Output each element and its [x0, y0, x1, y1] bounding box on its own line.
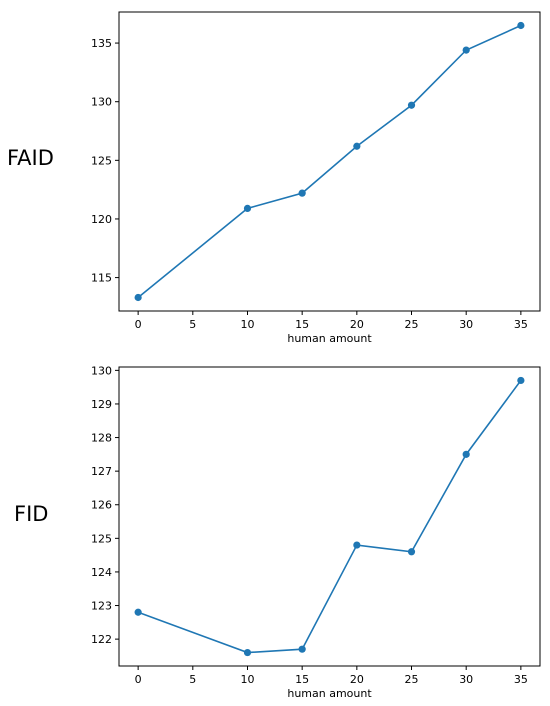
faid-chart: 0 5 10 15 20 25 30 35 115 120 125 130 135 human amoun…: [91, 11, 541, 345]
x-tick-label: 25: [405, 318, 419, 331]
plot-frame: [118, 366, 541, 667]
y-tick-label: 125: [91, 154, 112, 167]
fid-side-label: FID: [14, 502, 49, 526]
data-point: [407, 101, 416, 109]
plot-frame: [118, 11, 541, 312]
x-axis-label: human amount: [287, 687, 372, 700]
data-point: [353, 142, 361, 150]
data-point: [243, 204, 252, 213]
data-point: [134, 293, 142, 302]
y-tick-label: 125: [91, 532, 112, 545]
y-tick-label: 122: [91, 633, 112, 646]
y-tick-label: 123: [91, 600, 112, 613]
data-point: [517, 21, 525, 30]
fid-chart: 0 5 10 15 20 25 30 35 122 123 124 125 126 127 128 129 13…: [91, 364, 541, 700]
x-tick-label: 35: [514, 673, 528, 686]
x-tick-label: 0: [135, 318, 142, 331]
y-tick-label: 129: [91, 398, 112, 411]
data-point: [407, 548, 416, 556]
x-tick-label: 10: [240, 673, 254, 686]
data-point: [353, 541, 361, 549]
y-tick-label: 128: [91, 432, 112, 445]
y-tick-label: 127: [91, 465, 112, 478]
y-tick-label: 130: [91, 364, 112, 377]
data-point: [134, 608, 142, 616]
data-point: [462, 450, 470, 458]
x-tick-label: 20: [350, 318, 364, 331]
y-tick-label: 135: [91, 37, 112, 50]
data-point: [517, 376, 525, 385]
data-point: [298, 645, 306, 653]
data-point: [462, 46, 470, 54]
x-tick-label: 20: [350, 673, 364, 686]
faid-side-label: FAID: [7, 146, 54, 170]
x-tick-label: 5: [189, 318, 196, 331]
x-tick-label: 10: [240, 318, 254, 331]
y-tick-label: 124: [91, 566, 112, 579]
y-tick-label: 115: [91, 272, 112, 285]
x-axis-label: human amount: [287, 332, 372, 345]
series-line: [137, 24, 522, 299]
x-tick-label: 30: [459, 318, 473, 331]
series-line: [137, 379, 522, 654]
data-point: [298, 189, 306, 197]
y-tick-label: 126: [91, 499, 112, 512]
y-tick-label: 130: [91, 96, 112, 109]
x-tick-label: 25: [405, 673, 419, 686]
x-tick-label: 5: [189, 673, 196, 686]
x-tick-label: 15: [295, 673, 309, 686]
data-point: [243, 648, 252, 657]
x-tick-label: 35: [514, 318, 528, 331]
x-tick-label: 15: [295, 318, 309, 331]
x-tick-label: 30: [459, 673, 473, 686]
x-tick-label: 0: [135, 673, 142, 686]
y-tick-label: 120: [91, 213, 112, 226]
